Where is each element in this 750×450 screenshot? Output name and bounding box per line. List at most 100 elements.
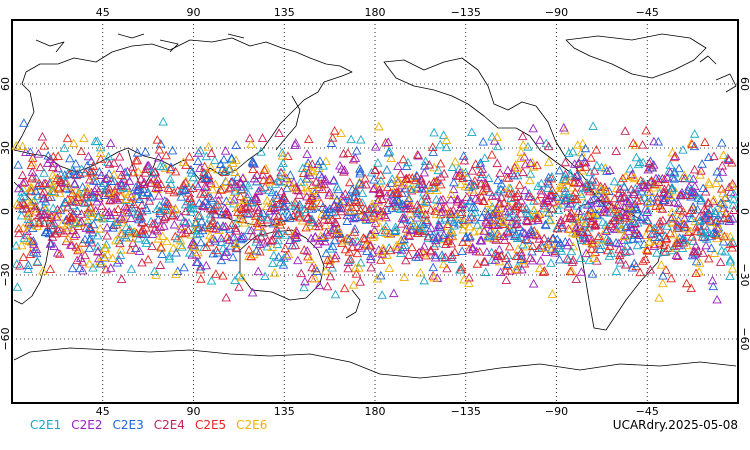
observation-marker <box>420 156 431 166</box>
observation-marker <box>576 267 587 276</box>
observation-marker <box>709 248 720 257</box>
observation-marker <box>494 203 504 212</box>
observation-marker <box>586 216 597 225</box>
observation-marker <box>508 224 519 233</box>
observation-marker <box>532 195 543 205</box>
observation-marker <box>248 164 258 174</box>
observation-marker <box>93 246 103 255</box>
observation-marker <box>696 166 706 175</box>
observation-marker <box>589 253 599 263</box>
observation-marker <box>274 228 285 238</box>
observation-marker <box>553 240 564 250</box>
observation-marker <box>710 208 721 218</box>
observation-marker <box>619 231 629 241</box>
observation-marker <box>267 258 278 268</box>
top-tick-label: 90 <box>187 6 201 19</box>
observation-marker <box>346 202 357 211</box>
observation-marker <box>177 242 187 251</box>
observation-marker <box>272 230 282 239</box>
coast-arctic-islands <box>35 33 245 53</box>
observation-marker <box>105 210 116 220</box>
observation-marker <box>231 225 241 235</box>
observation-marker <box>401 255 411 265</box>
observation-marker <box>343 148 353 157</box>
observation-marker <box>330 289 341 299</box>
observation-marker <box>593 188 603 198</box>
observation-marker <box>501 275 512 285</box>
observation-marker <box>196 216 207 226</box>
observation-marker <box>219 251 230 260</box>
observation-marker <box>284 209 294 219</box>
observation-marker <box>667 172 678 182</box>
observation-marker <box>275 171 285 181</box>
observation-marker <box>425 204 436 214</box>
observation-marker <box>412 205 422 215</box>
bottom-tick-label: −90 <box>545 405 568 418</box>
observation-marker <box>238 182 249 191</box>
observation-marker <box>570 194 580 203</box>
observation-marker <box>226 154 237 164</box>
observation-marker <box>462 172 473 181</box>
observation-marker <box>615 184 625 193</box>
observation-marker <box>62 133 73 143</box>
observation-marker <box>69 178 80 188</box>
observation-marker <box>381 221 391 230</box>
observation-marker <box>202 219 212 229</box>
observation-marker <box>102 222 112 232</box>
observation-marker <box>260 182 270 191</box>
observation-marker <box>166 162 176 171</box>
observation-marker <box>495 209 506 219</box>
observation-marker <box>274 128 284 137</box>
observation-marker <box>116 170 127 179</box>
observation-marker <box>718 150 729 159</box>
observation-marker <box>405 208 415 218</box>
observation-marker <box>332 202 342 211</box>
observation-marker <box>655 225 666 235</box>
observation-marker <box>575 253 586 262</box>
observation-marker <box>225 164 235 173</box>
observation-marker <box>195 211 205 220</box>
observation-marker <box>681 223 692 233</box>
observation-marker <box>373 158 383 167</box>
observation-marker <box>39 193 49 203</box>
observation-marker <box>661 265 671 274</box>
observation-marker <box>327 133 338 142</box>
observation-marker <box>333 225 344 235</box>
observation-marker <box>562 240 573 250</box>
observation-marker <box>355 257 366 267</box>
observation-marker <box>438 259 449 269</box>
observation-marker <box>168 210 178 219</box>
observation-marker <box>641 125 651 135</box>
observation-marker <box>382 190 392 200</box>
observation-marker <box>449 220 459 230</box>
observation-marker <box>614 238 624 248</box>
observation-marker <box>257 133 268 142</box>
observation-marker <box>620 210 630 219</box>
observation-marker <box>72 206 83 215</box>
observation-marker <box>355 166 366 176</box>
observation-marker <box>191 217 201 226</box>
observation-marker <box>369 208 379 217</box>
observation-marker <box>67 188 78 198</box>
observation-marker <box>589 166 600 175</box>
observation-marker <box>368 184 379 193</box>
observation-marker <box>512 191 523 201</box>
observation-marker <box>437 207 447 216</box>
observation-marker <box>296 268 307 278</box>
observation-marker <box>342 216 352 225</box>
observation-marker <box>368 232 378 241</box>
observation-marker <box>547 190 557 200</box>
observation-marker <box>715 209 725 219</box>
observation-marker <box>621 196 632 205</box>
observation-marker <box>324 190 334 199</box>
observation-marker <box>690 246 700 256</box>
observation-marker <box>588 121 598 130</box>
observation-marker <box>592 160 602 170</box>
observation-marker <box>290 230 300 240</box>
observation-marker <box>422 215 432 224</box>
observation-marker <box>504 222 514 232</box>
observation-marker <box>279 170 290 180</box>
observation-marker <box>11 140 21 150</box>
observation-marker <box>396 248 406 257</box>
observation-marker <box>419 198 429 207</box>
